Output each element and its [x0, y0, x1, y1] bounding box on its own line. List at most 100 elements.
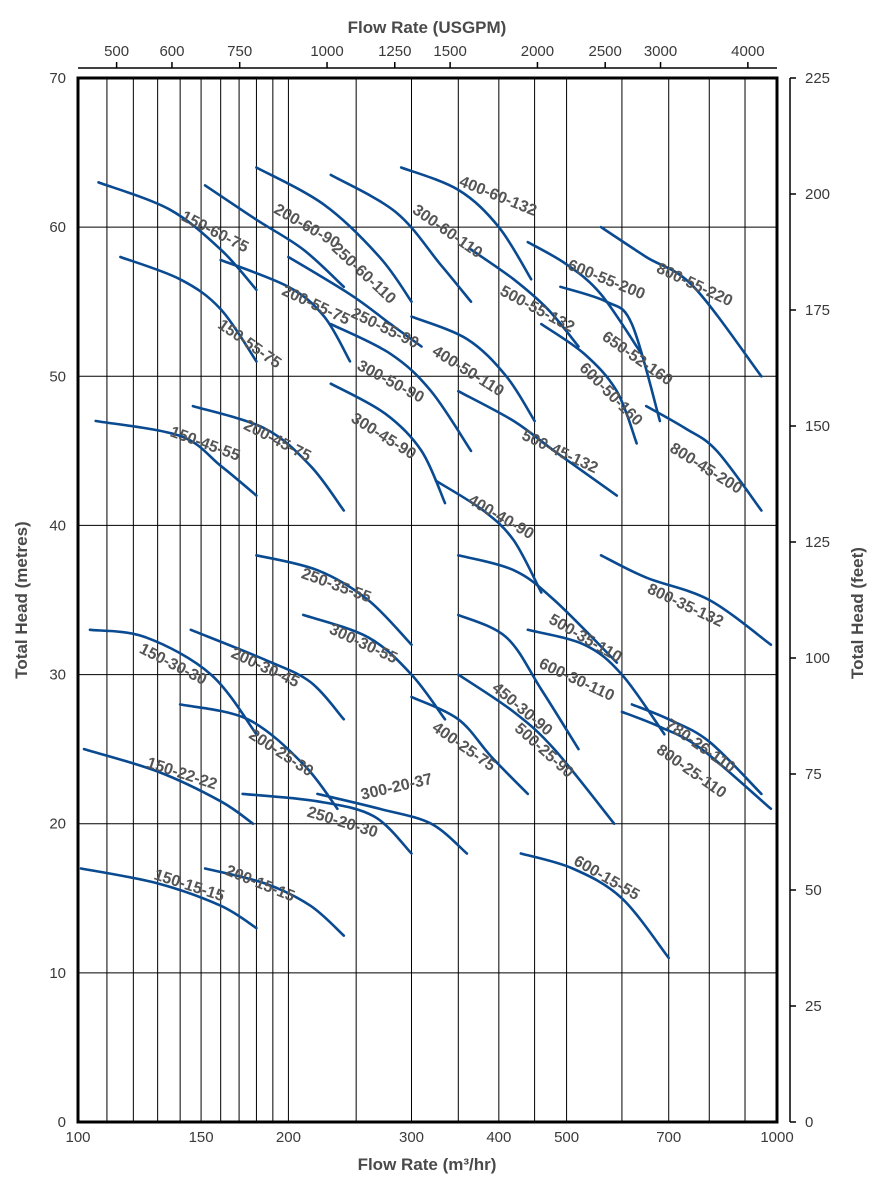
x2-axis-title: Flow Rate (USGPM): [348, 18, 507, 37]
y2-tick-label: 175: [805, 302, 830, 319]
pump-curve-300-30-55: [301, 613, 447, 721]
y2-tick-label: 125: [805, 534, 830, 551]
curve-label-800-45-200: 800-45-200: [667, 440, 746, 498]
pump-curve-250-60-110: [255, 166, 413, 303]
pump-curve-500-55-132: [469, 248, 580, 348]
curve-label-200-45-75: 200-45-75: [241, 417, 314, 465]
pump-curve-150-22-22: [82, 747, 255, 825]
x-axis-title: Flow Rate (m³/hr): [358, 1155, 497, 1174]
y-tick-label: 40: [49, 517, 66, 534]
curve-label-200-60-90: 200-60-90: [271, 201, 343, 252]
y2-tick-label: 150: [805, 418, 830, 435]
x2-tick-label: 2000: [521, 43, 554, 60]
pump-curve-800-35-132: [599, 554, 773, 646]
x2-tick-label: 500: [104, 43, 129, 60]
curve-label-250-60-110: 250-60-110: [328, 240, 399, 308]
curve-label-600-55-200: 600-55-200: [565, 257, 647, 303]
pump-curve-150-55-75: [119, 255, 258, 363]
curve-label-300-20-37: 300-20-37: [359, 771, 434, 804]
pump-curve-780-26-110: [630, 703, 763, 796]
x2-tick-label: 600: [159, 43, 184, 60]
x2-tick-label: 750: [227, 43, 252, 60]
pump-curve-250-55-90: [287, 255, 423, 348]
curve-label-150-55-75: 150-55-75: [215, 316, 285, 372]
curve-label-300-45-90: 300-45-90: [348, 410, 419, 463]
curve-label-150-45-55: 150-45-55: [168, 424, 242, 465]
curve-label-400-40-90: 400-40-90: [465, 492, 537, 543]
pump-curve-250-35-55: [255, 554, 413, 646]
curve-label-600-30-110: 600-30-110: [536, 655, 617, 705]
plot-frame: [76, 76, 779, 1124]
curve-label-800-55-220: 800-55-220: [654, 260, 735, 310]
pump-curve-400-25-75: [410, 695, 530, 796]
pump-curve-150-60-75: [97, 181, 258, 292]
y2-tick-label: 25: [805, 998, 822, 1015]
pump-curve-200-30-45: [189, 628, 346, 721]
curve-label-400-25-75: 400-25-75: [429, 719, 499, 775]
curve-label-400-50-110: 400-50-110: [429, 343, 507, 400]
y2-tick-label: 0: [805, 1114, 813, 1131]
pump-curve-800-55-220: [599, 225, 763, 378]
x2-tick-label: 2500: [589, 43, 622, 60]
pump-curve-650-52-160: [559, 285, 662, 423]
x-tick-label: 200: [276, 1129, 301, 1146]
curve-label-500-55-132: 500-55-132: [497, 283, 577, 336]
pump-curve-200-45-75: [191, 404, 346, 512]
y-axis-title: Total Head (metres): [12, 521, 31, 678]
pump-curve-600-15-55: [519, 852, 670, 960]
pump-curve-300-20-37: [316, 792, 469, 855]
x-tick-label: 400: [486, 1129, 511, 1146]
y-tick-label: 70: [49, 70, 66, 87]
pump-curve-150-45-55: [94, 419, 258, 497]
curve-label-600-50-160: 600-50-160: [576, 360, 646, 430]
pump-curve-200-60-90: [203, 184, 346, 289]
pump-curve-150-30-30: [88, 628, 258, 736]
curve-label-250-20-30: 250-20-30: [305, 804, 380, 842]
x2-tick-label: 3000: [644, 43, 677, 60]
pump-curve-600-50-160: [540, 322, 638, 445]
pump-curve-500-45-132: [457, 389, 619, 497]
curve-label-800-35-132: 800-35-132: [645, 581, 726, 631]
curve-label-300-50-90: 300-50-90: [354, 357, 426, 406]
y-tick-label: 60: [49, 219, 66, 236]
x-tick-label: 700: [656, 1129, 681, 1146]
y2-tick-label: 200: [805, 186, 830, 203]
x-tick-label: 100: [65, 1129, 90, 1146]
curve-label-150-15-15: 150-15-15: [152, 867, 227, 906]
x-tick-label: 500: [554, 1129, 579, 1146]
pump-curve-600-55-200: [526, 240, 643, 356]
y-tick-label: 30: [49, 667, 66, 684]
pump-curve-400-60-132: [399, 166, 533, 281]
curve-label-250-55-90: 250-55-90: [348, 305, 421, 352]
pump-curve-800-25-110: [620, 710, 773, 811]
x2-tick-label: 1000: [310, 43, 343, 60]
y2-axis-title: Total Head (feet): [848, 547, 867, 679]
pump-curve-600-30-110: [526, 628, 666, 736]
curve-label-250-35-55: 250-35-55: [299, 565, 373, 606]
pump-curve-200-55-75: [219, 258, 352, 363]
pump-curve-200-15-15: [203, 867, 346, 937]
pump-curve-300-50-90: [329, 322, 473, 453]
pump-curve-200-25-30: [178, 703, 339, 811]
pump-curve-500-25-90: [457, 673, 616, 825]
pump-curve-500-35-110: [457, 554, 619, 664]
curve-label-150-60-75: 150-60-75: [178, 208, 251, 256]
pump-curve-300-60-110: [329, 173, 473, 303]
y-tick-label: 20: [49, 816, 66, 833]
pump-curve-250-20-30: [241, 792, 413, 855]
x2-tick-label: 1250: [378, 43, 411, 60]
curve-label-500-35-110: 500-35-110: [546, 611, 625, 666]
y-tick-label: 10: [49, 965, 66, 982]
pump-curve-400-40-90: [434, 479, 543, 594]
x-tick-label: 1000: [760, 1129, 793, 1146]
x-tick-label: 300: [399, 1129, 424, 1146]
curve-label-600-15-55: 600-15-55: [571, 853, 643, 904]
y2-tick-label: 225: [805, 70, 830, 87]
y2-tick-label: 75: [805, 766, 822, 783]
y-tick-label: 50: [49, 368, 66, 385]
pump-curve-150-15-15: [79, 867, 258, 930]
curve-label-150-22-22: 150-22-22: [145, 755, 220, 794]
